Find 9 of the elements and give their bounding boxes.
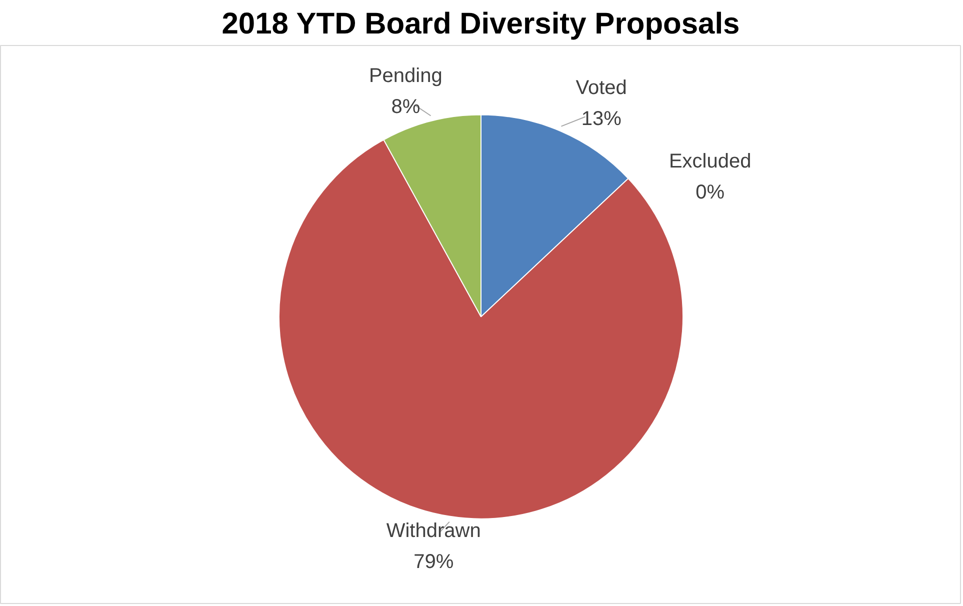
data-label: 79% <box>414 550 454 573</box>
data-label: 8% <box>391 96 420 118</box>
data-label: 13% <box>581 108 622 130</box>
category-label: Excluded <box>668 150 752 172</box>
slice-label: Pending <box>368 65 442 88</box>
slice-label: Voted <box>576 76 627 99</box>
chart-title: 2018 YTD Board Diversity Proposals <box>222 8 740 40</box>
text: 0% <box>696 181 725 204</box>
slice-label: Withdrawn <box>386 520 481 542</box>
